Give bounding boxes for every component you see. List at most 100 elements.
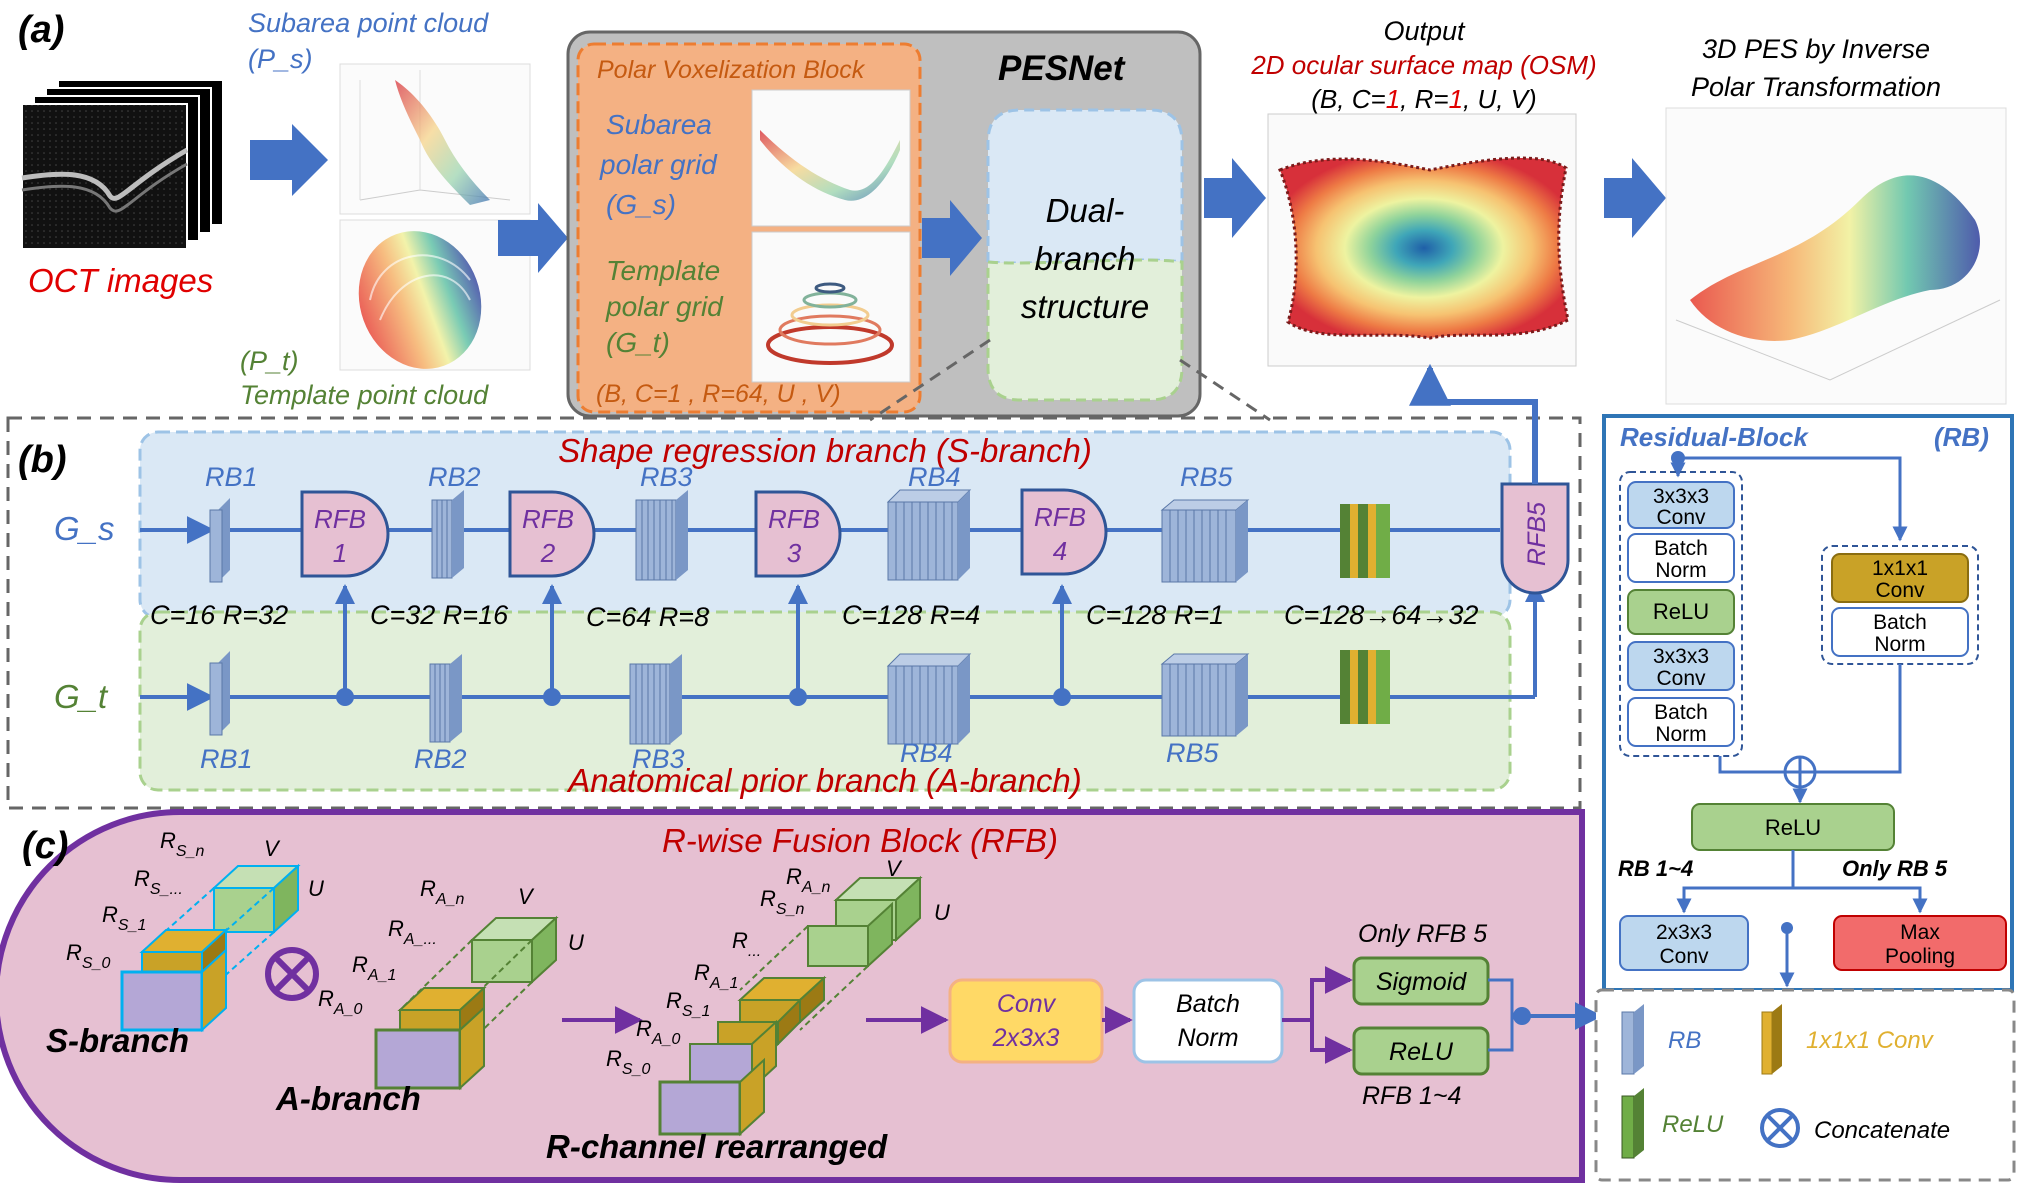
dual-branch-line1: Dual- [1046, 192, 1125, 229]
rfb3-connector [788, 584, 808, 706]
subarea-grid-line2: polar grid [599, 149, 718, 180]
rb5-only-label: Only RB 5 [1842, 856, 1948, 881]
dims-3: C=64 R=8 [586, 602, 709, 632]
rb1-top-block [209, 498, 230, 583]
zoom-line-right [1179, 358, 1271, 422]
dual-branch-line3: structure [1021, 288, 1149, 325]
dual-branch-line2: branch [1035, 240, 1136, 277]
r-dim-u: U [934, 900, 950, 925]
arrow-to-relu [1310, 1020, 1353, 1064]
dims-1: C=16 R=32 [150, 600, 288, 630]
rb1-bottom-block [209, 651, 230, 736]
r-label-dots: R... [732, 928, 761, 960]
template-grid-line1: Template [606, 255, 720, 286]
rb-maxpool-b: Pooling [1885, 945, 1955, 968]
rb14-label: RB 1~4 [1618, 856, 1693, 881]
dims-2: C=32 R=16 [370, 600, 509, 630]
r-label-sn: RS_n [760, 886, 804, 918]
rb-bn2-b: Norm [1655, 723, 1706, 746]
dual-branch-box [986, 108, 1184, 402]
gt-label: G_t [54, 678, 109, 715]
panel-a-label: (a) [18, 9, 64, 51]
dims-6: C=128→64→32 [1284, 600, 1478, 630]
r-label-an: RA_n [786, 864, 830, 896]
arrow-cloud-to-pesnet [498, 203, 568, 273]
legend-concatenate-icon [1760, 1108, 1800, 1148]
rb-bn2-a: Batch [1654, 701, 1708, 724]
rb-skip-path [1678, 456, 1908, 542]
s-label-n: RS_n [160, 828, 204, 860]
pesnet-title: PESNet [998, 49, 1126, 88]
only-rfb5-label: Only RFB 5 [1358, 920, 1487, 948]
rb-skip-to-sum [1816, 664, 1902, 774]
a-dim-u: U [568, 930, 584, 955]
rfb1-connector [335, 584, 355, 706]
legend-rb: RB [1668, 1027, 1701, 1054]
rb-skip-conv-box [1831, 553, 1969, 603]
rfb1-node [300, 490, 390, 578]
a-branch-caption: A-branch [275, 1080, 421, 1117]
rfb5-node [1500, 482, 1570, 595]
rb-bn2-box [1627, 697, 1735, 747]
template-grid-line3: (G_t) [606, 327, 670, 358]
concatenate-icon [265, 947, 319, 1001]
rb-bn1-b: Norm [1655, 559, 1706, 582]
rb5-bottom-label: RB5 [1166, 738, 1220, 768]
conv-relu-stack-top [1340, 504, 1390, 578]
a-branch-cubes [374, 915, 559, 1091]
gs-label: G_s [54, 510, 115, 547]
polar-block-title: Polar Voxelization Block [597, 56, 866, 84]
rfb2-connector [542, 584, 562, 706]
rfb2-node [508, 490, 596, 578]
s-label-0: RS_0 [66, 940, 110, 972]
rfb5-output-arrow [1409, 363, 1538, 484]
rfb2-label-b: 2 [540, 538, 556, 568]
rfb5-label: RFB5 [1523, 502, 1551, 566]
r-label-s0: RS_0 [606, 1046, 650, 1078]
rfb-relu: ReLU [1389, 1038, 1454, 1066]
a-label-1: RA_1 [352, 952, 396, 984]
residual-block-abbr: (RB) [1934, 422, 1989, 452]
r-label-a1: RA_1 [694, 960, 738, 992]
subarea-cloud-title: Subarea point cloud [248, 8, 489, 38]
rb-conv1-b: Conv [1656, 506, 1706, 529]
subarea-polar-grid-plot [751, 89, 911, 227]
r-channel-caption: R-channel rearranged [546, 1128, 888, 1165]
rb5-top-block [1160, 499, 1250, 583]
pes-title-line2: Polar Transformation [1691, 72, 1941, 102]
rb-main-dashed [1619, 471, 1743, 757]
rb2-bottom-label: RB2 [414, 744, 467, 774]
rfb1-label-a: RFB [314, 504, 366, 534]
rb1-top-label: RB1 [205, 462, 258, 492]
rb4-top-block [886, 489, 972, 581]
arrow-pesnet-to-osm [1204, 158, 1266, 238]
polar-dims: (B, C=1 , R=64, U , V) [596, 380, 841, 408]
rb4-bottom-label: RB4 [900, 738, 953, 768]
panel-b-frame [6, 416, 1582, 810]
pes-3d-plot [1665, 107, 2007, 405]
s-branch-title: Shape regression branch (S-branch) [558, 432, 1092, 469]
a-dim-v: V [518, 884, 535, 909]
s-label-dots: RS_... [134, 866, 183, 898]
rfb-conv-a: Conv [997, 990, 1057, 1018]
legend-relu: ReLU [1662, 1111, 1724, 1138]
rfb3-node [754, 490, 842, 578]
output-subtitle: 2D ocular surface map (OSM) [1250, 50, 1596, 80]
legend-conv-swatch [1761, 1004, 1782, 1075]
output-title: Output [1383, 16, 1466, 46]
legend-conv: 1x1x1 Conv [1806, 1027, 1935, 1054]
rb-maxpool-a: Max [1900, 921, 1940, 944]
rb-main-to-sum [1718, 756, 1784, 774]
rfb-bn-a: Batch [1176, 990, 1240, 1018]
rb-conv2-box [1627, 641, 1735, 691]
template-cloud-abbr: (P_t) [240, 346, 299, 376]
template-cloud-title: Template point cloud [240, 380, 489, 410]
output-dims: (B, C=1, R=1, U, V) [1311, 84, 1536, 114]
rfb3-label-b: 3 [787, 538, 802, 568]
subarea-grid-line1: Subarea [606, 109, 712, 140]
rb-conv-out-a: 2x3x3 [1656, 921, 1712, 944]
a-branch-region [138, 610, 1512, 792]
rb-relu1: ReLU [1653, 599, 1709, 624]
rb-maxpool-box [1833, 915, 2007, 971]
